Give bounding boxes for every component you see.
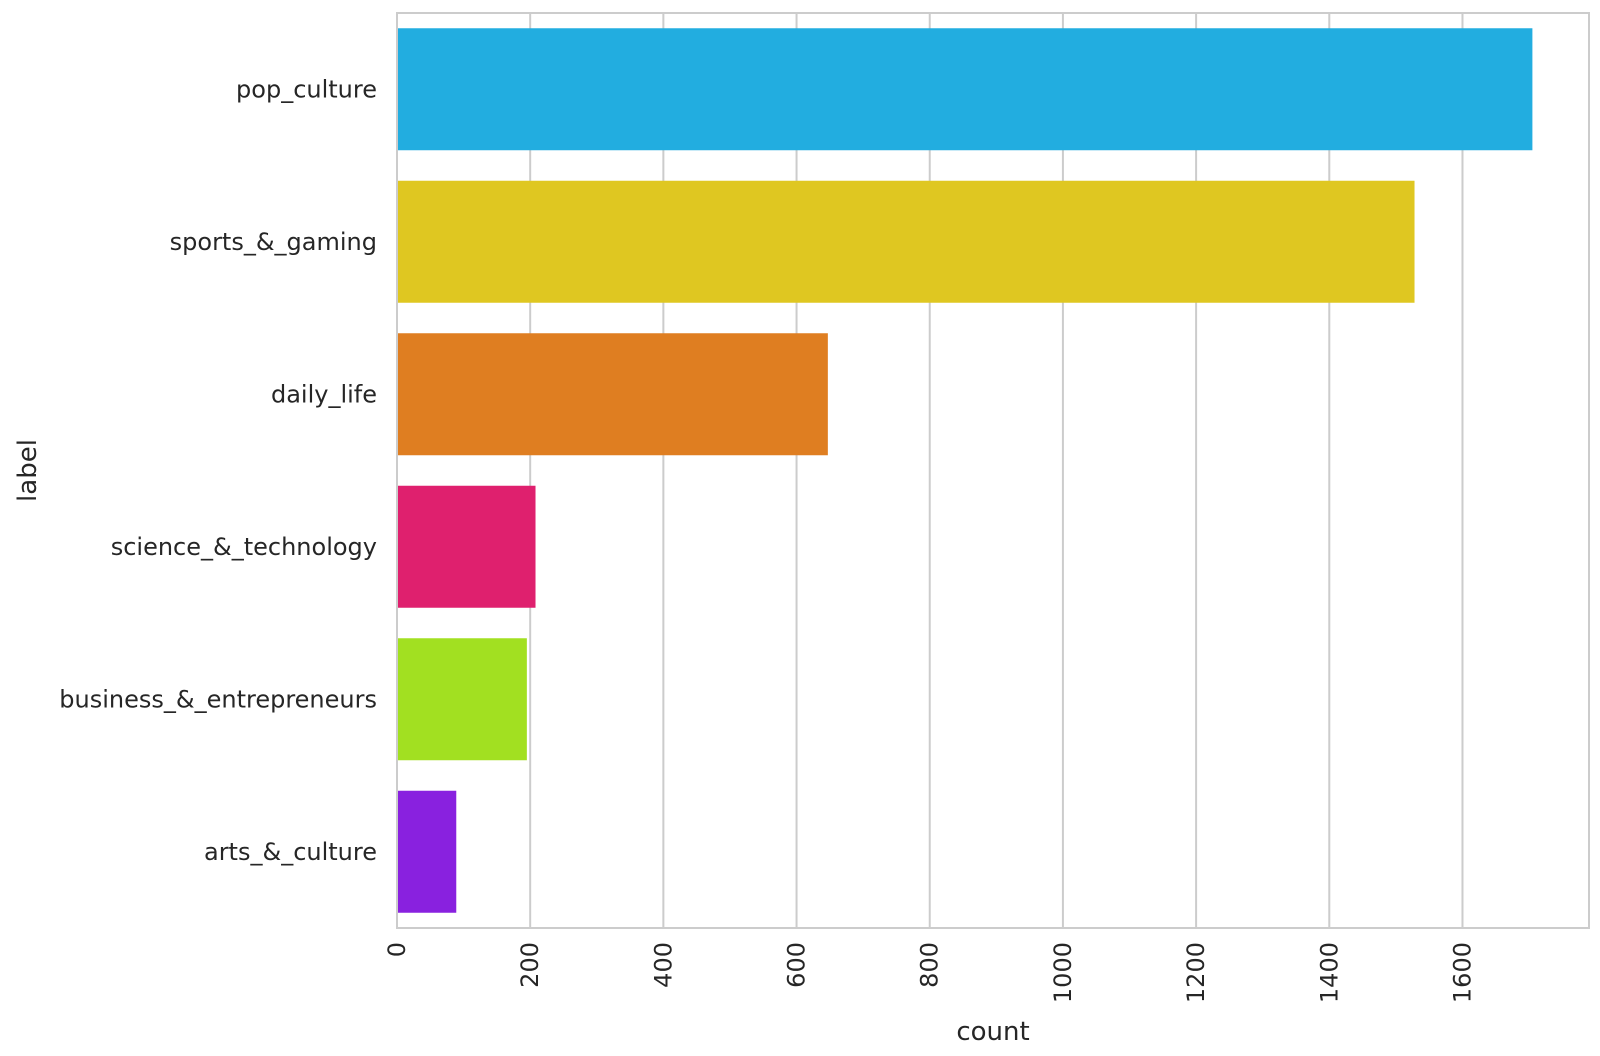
x-tick-label: 1400 [1315, 942, 1343, 1003]
y-tick-label: sports_&_gaming [170, 228, 377, 256]
x-tick-label: 1000 [1049, 942, 1077, 1003]
x-tick-label: 0 [383, 942, 411, 957]
bar-sports_&_gaming [397, 180, 1415, 303]
x-tick-label: 600 [783, 942, 811, 988]
x-tick-label: 800 [916, 942, 944, 988]
y-tick-label: science_&_technology [111, 533, 377, 561]
x-tick-label: 200 [516, 942, 544, 988]
x-axis-title: count [956, 1017, 1029, 1047]
y-tick-label: arts_&_culture [204, 838, 377, 866]
y-axis-title: label [13, 439, 43, 502]
y-axis-ticks: pop_culture sports_&_gaming daily_lifescie… [59, 75, 377, 866]
plot-frame [396, 12, 1590, 929]
x-axis-ticks: 0 200 400 600 800 1000 1200 1400 1600 [383, 942, 1476, 1003]
bar-business_&_entrepreneurs [397, 638, 527, 761]
y-tick-label: pop_culture [236, 75, 377, 103]
bar-daily_life [397, 333, 828, 456]
bar-science_&_technology [397, 485, 536, 608]
grid-lines [396, 13, 1464, 928]
bars [397, 28, 1533, 913]
x-tick-label: 400 [649, 942, 677, 988]
x-tick-label: 1600 [1448, 942, 1476, 1003]
bar-pop_culture [397, 28, 1533, 151]
y-tick-label: business_&_entrepreneurs [59, 685, 377, 713]
bar-arts_&_culture [397, 790, 457, 913]
x-tick-label: 1200 [1182, 942, 1210, 1003]
y-tick-label: daily_life [271, 380, 377, 408]
